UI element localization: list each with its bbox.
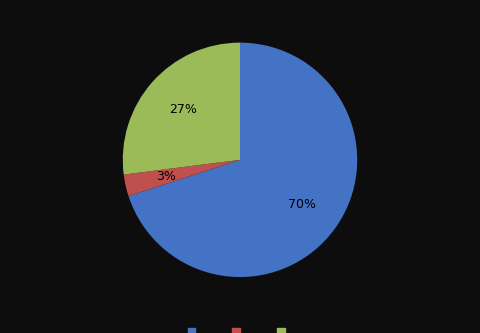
Wedge shape: [124, 160, 240, 196]
Wedge shape: [123, 43, 240, 174]
Legend: , , : , ,: [188, 327, 292, 333]
Text: 27%: 27%: [169, 103, 197, 116]
Wedge shape: [129, 43, 357, 277]
Text: 3%: 3%: [156, 170, 176, 183]
Text: 70%: 70%: [288, 198, 316, 211]
